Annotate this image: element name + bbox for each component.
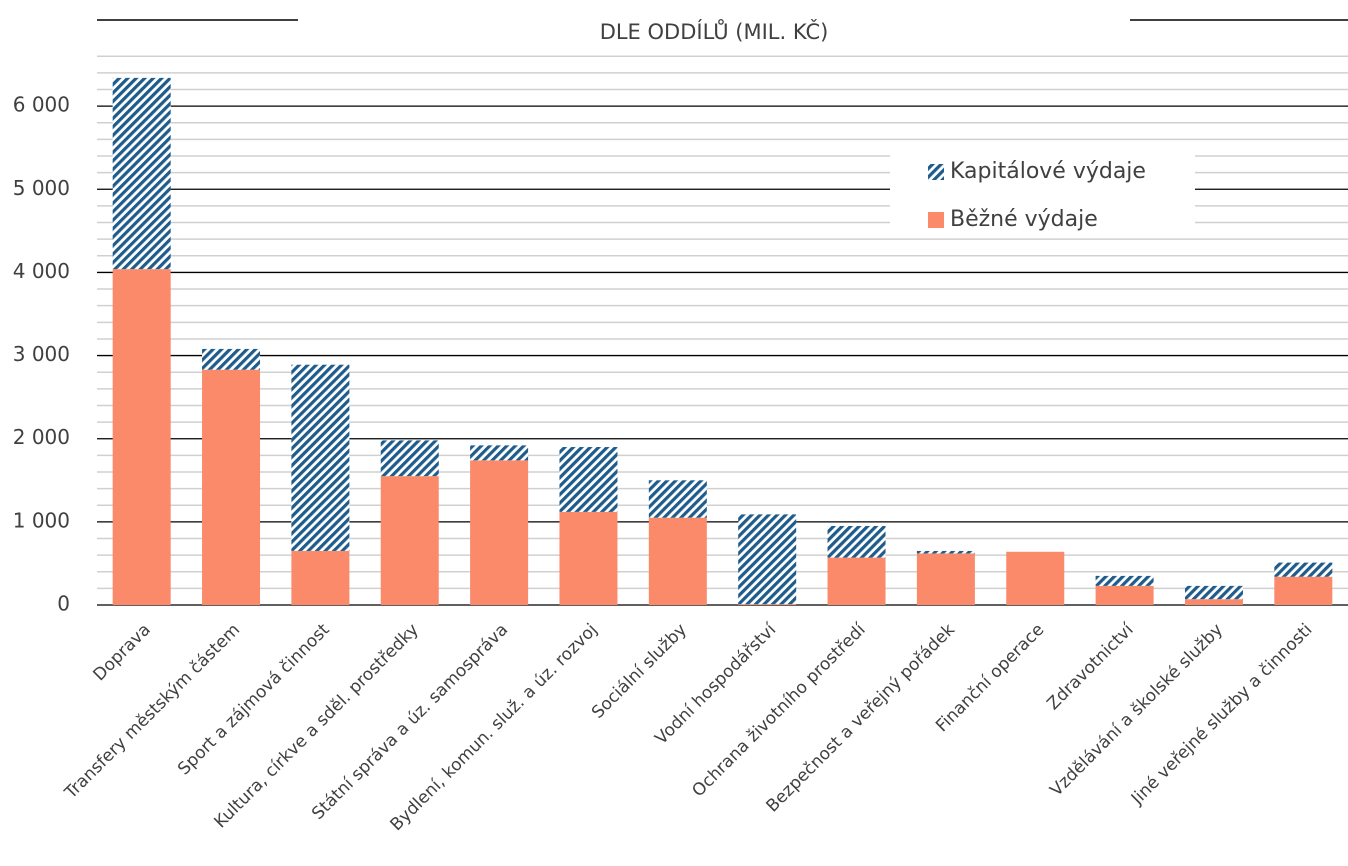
y-tick-label: 6 000 <box>13 93 70 117</box>
bar-segment <box>291 550 350 605</box>
y-tick-label: 3 000 <box>13 342 70 366</box>
bar-segment <box>1274 576 1333 605</box>
bar-segment <box>916 550 975 554</box>
bar-segment <box>1006 551 1065 605</box>
bar-segment <box>648 480 707 518</box>
title-background <box>0 0 1348 45</box>
bar-segment <box>1184 599 1243 605</box>
bar-segment <box>1095 585 1154 605</box>
legend-swatch <box>928 212 944 228</box>
legend-swatch <box>928 164 944 180</box>
x-tick-label: Státní správa a úz. samospráva <box>308 620 512 824</box>
bar-segment <box>112 77 171 270</box>
bar-segment <box>827 526 886 558</box>
bar-segment <box>648 517 707 605</box>
legend-label: Kapitálové výdaje <box>950 159 1146 184</box>
bar-segment <box>1274 562 1333 577</box>
chart-title: DLE ODDÍLŮ (MIL. KČ) <box>600 18 829 44</box>
x-tick-label: Vzdělávání a školské služby <box>1046 620 1227 801</box>
x-tick-label: Ochrana životního prostředí <box>688 619 870 801</box>
bar-segment <box>916 553 975 605</box>
bar-segment <box>470 445 529 461</box>
bar-segment <box>291 364 350 551</box>
bar-segment <box>1184 585 1243 600</box>
y-tick-label: 4 000 <box>13 259 70 283</box>
x-tick-label: Sociální služby <box>588 620 691 723</box>
bar-segment <box>380 440 439 477</box>
bar-segment <box>202 369 261 605</box>
x-tick-label: Zdravotnictví <box>1043 619 1138 714</box>
bar-segment <box>380 476 439 605</box>
legend-label: Běžné výdaje <box>950 207 1098 232</box>
y-tick-label: 2 000 <box>13 425 70 449</box>
bar-segment <box>738 604 797 605</box>
bar-segment <box>112 269 171 605</box>
bar-segment <box>1095 575 1154 586</box>
y-tick-label: 1 000 <box>13 508 70 532</box>
x-tick-label: Bezpečnost a veřejný pořádek <box>763 620 960 817</box>
x-tick-label: Transfery městským částem <box>60 620 244 804</box>
bar-segment <box>827 557 886 605</box>
bar-segment <box>559 447 618 512</box>
bar-segment <box>202 348 261 370</box>
y-tick-label: 5 000 <box>13 176 70 200</box>
x-tick-label: Doprava <box>90 620 155 685</box>
x-tick-label: Sport a zájmová činnost <box>174 620 334 780</box>
bar-segment <box>738 514 797 605</box>
x-tick-label: Jiné veřejné služby a činnosti <box>1127 620 1316 809</box>
y-tick-label: 0 <box>57 592 70 616</box>
bar-segment <box>470 460 529 605</box>
bar-segment <box>559 511 618 605</box>
